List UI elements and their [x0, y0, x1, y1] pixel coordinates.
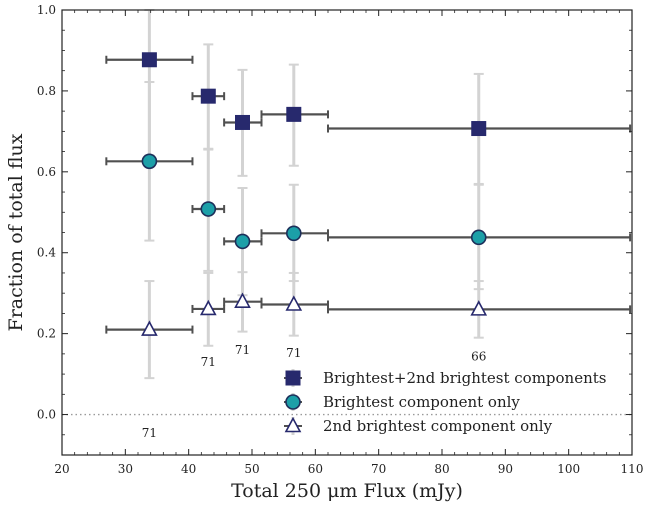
legend-marker-circle: [285, 394, 301, 410]
y-tick-label: 1.0: [37, 3, 56, 17]
data-point-square: [200, 88, 216, 104]
data-point-square: [235, 114, 250, 130]
legend-label: Brightest+2nd brightest components: [323, 369, 606, 387]
data-point-triangle: [234, 292, 251, 308]
x-tick-label: 100: [557, 462, 580, 476]
legend-label: 2nd brightest component only: [323, 417, 553, 435]
bin-count-labels: 71 71 71 71 66: [142, 343, 487, 440]
x-tick-label: 20: [54, 462, 69, 476]
data-point-circle: [234, 233, 251, 250]
y-axis-label: Fraction of total flux: [5, 133, 27, 331]
x-tick-label: 40: [181, 462, 196, 476]
legend-label: Brightest component only: [323, 393, 520, 411]
bin-count-label: 66: [471, 349, 486, 363]
data-point-circle: [470, 229, 487, 246]
data-markers: [141, 52, 488, 336]
x-tick-label: 50: [244, 462, 259, 476]
y-tick-label: 0.2: [37, 327, 56, 341]
y-tick-label: 0.4: [37, 246, 56, 260]
data-point-square: [141, 52, 157, 68]
bin-count-label: 71: [142, 426, 157, 440]
legend-marker-triangle: [284, 416, 302, 433]
data-point-triangle: [285, 295, 303, 311]
x-tick-label: 80: [434, 462, 449, 476]
x-tick-label: 90: [498, 462, 513, 476]
y-tick-label: 0.0: [37, 408, 56, 422]
data-point-triangle: [470, 300, 488, 316]
legend-marker-square: [285, 370, 301, 386]
data-point-square: [471, 121, 487, 137]
bin-count-label: 71: [286, 346, 301, 360]
data-point-square: [286, 106, 302, 122]
x-tick-label: 70: [371, 462, 386, 476]
legend: Brightest+2nd brightest components Bright…: [284, 369, 606, 435]
bin-count-label: 71: [201, 355, 216, 369]
x-tick-label: 110: [621, 462, 644, 476]
data-point-circle: [285, 225, 302, 242]
y-tick-label: 0.8: [37, 84, 56, 98]
y-tick-label: 0.6: [37, 165, 56, 179]
data-point-triangle: [141, 320, 158, 336]
x-axis-label: Total 250 μm Flux (mJy): [231, 480, 463, 502]
bin-count-label: 71: [235, 343, 250, 357]
data-point-triangle: [199, 299, 217, 316]
axis-ticks: 20 30 40 50 60 70 80 90 100 110 0.0 0.2 0.4 0.6 0.8 1.0: [37, 3, 644, 476]
data-point-circle: [200, 201, 217, 217]
data-point-circle: [141, 153, 158, 170]
x-tick-label: 60: [308, 462, 323, 476]
x-tick-label: 30: [118, 462, 133, 476]
